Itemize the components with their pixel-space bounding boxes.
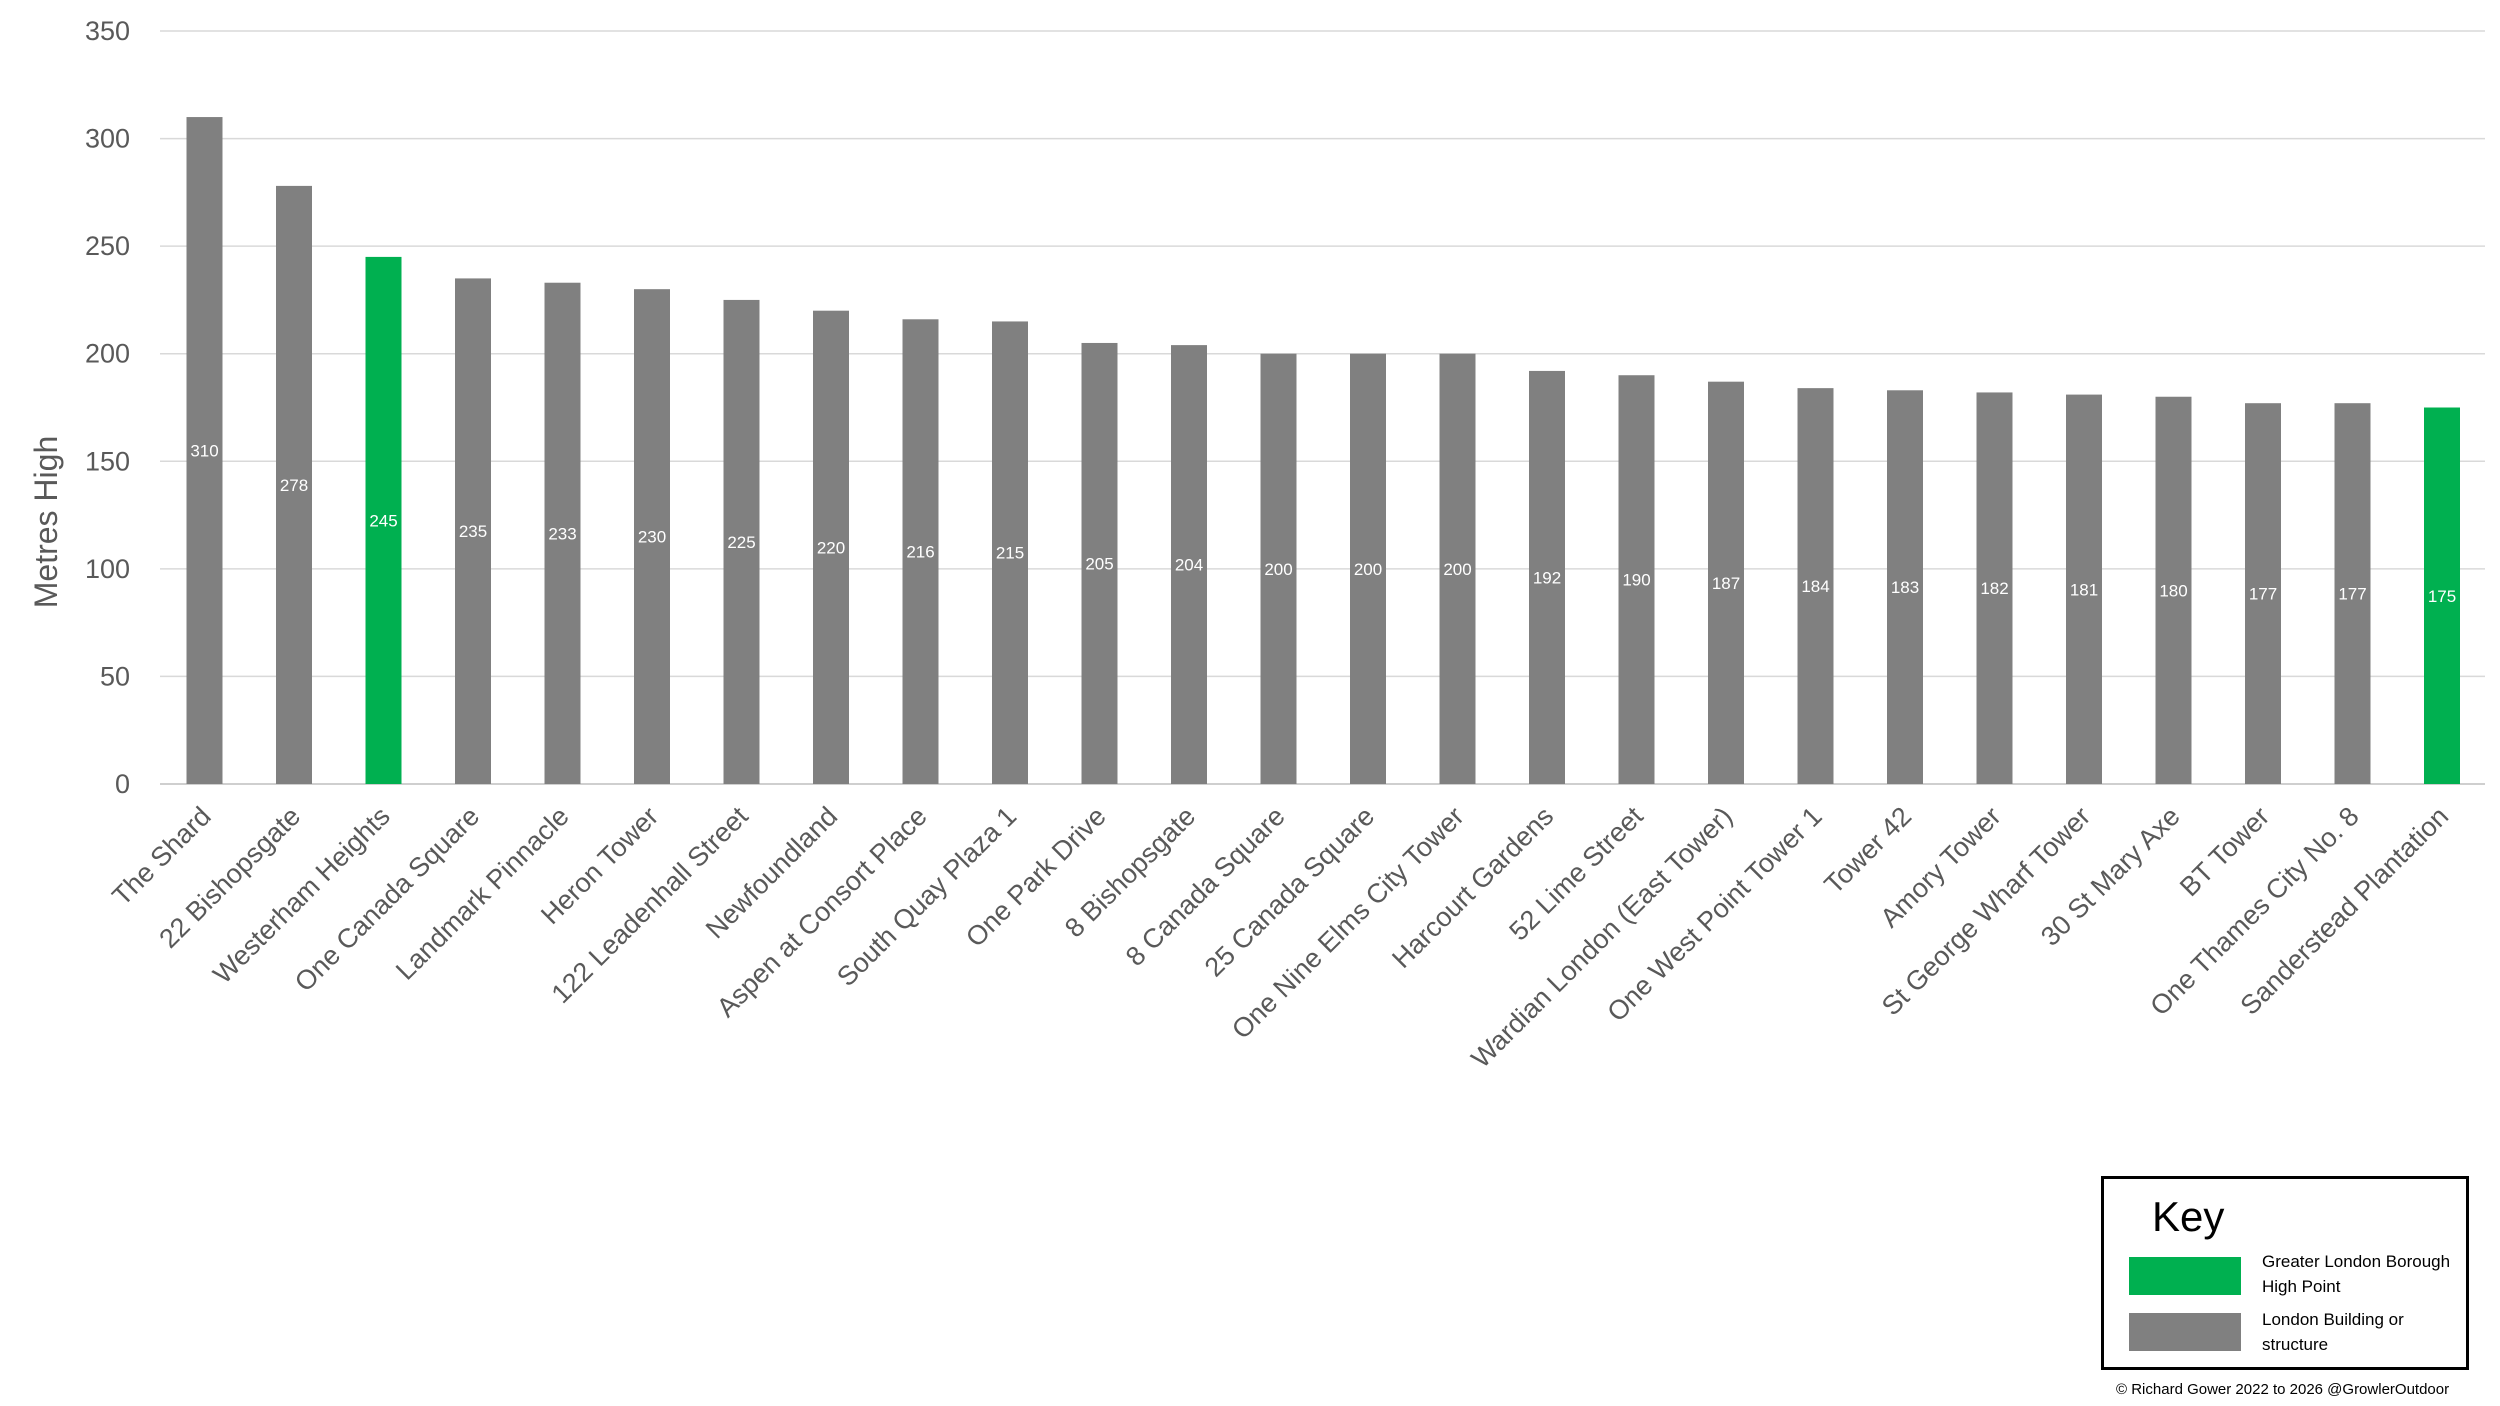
category-label: Westerham Heights (207, 801, 396, 990)
bar (1350, 353, 1386, 784)
data-label: 187 (1712, 574, 1740, 593)
legend-label-borough: Greater London Borough High Point (2262, 1252, 2451, 1296)
data-label: 190 (1622, 571, 1650, 590)
category-label: Harcourt Gardens (1386, 801, 1559, 974)
data-label: 230 (638, 528, 666, 547)
y-tick-label: 100 (85, 554, 130, 584)
bar (634, 289, 670, 784)
legend-title: Key (2152, 1193, 2225, 1240)
legend-swatch-london (2129, 1313, 2241, 1351)
bar (1976, 392, 2013, 784)
y-tick-label: 150 (85, 446, 130, 476)
bar (1618, 375, 1655, 784)
bar (1529, 370, 1565, 784)
data-label: 235 (459, 522, 487, 541)
data-label: 177 (2249, 585, 2277, 604)
bar (276, 185, 312, 785)
category-label: 25 Canada Square (1199, 801, 1381, 983)
bar (1439, 353, 1476, 784)
bar (992, 321, 1028, 784)
legend-label-london: London Building or structure (2262, 1310, 2404, 1354)
y-axis-ticks: 0 50 100 150 200 250 300 350 (85, 16, 130, 799)
bars (186, 117, 2460, 785)
legend: Key Greater London Borough High Point Lo… (2101, 1176, 2469, 1370)
data-label: 177 (2338, 585, 2366, 604)
bar (544, 282, 581, 784)
data-label: 184 (1801, 577, 1829, 596)
category-label: Landmark Pinnacle (390, 801, 575, 986)
y-tick-label: 300 (85, 124, 130, 154)
data-labels: 310 278 245 235 233 230 225 220 216 215 205 204 200 2… (190, 442, 2456, 606)
data-label: 204 (1175, 556, 1203, 575)
data-label: 233 (548, 524, 576, 543)
bar (723, 299, 760, 784)
legend-swatch-borough (2129, 1257, 2241, 1295)
y-axis-label: Metres High (28, 436, 64, 609)
category-label: 8 Canada Square (1120, 801, 1291, 972)
bar (1171, 345, 1207, 784)
data-label: 200 (1354, 560, 1382, 579)
bar (2334, 403, 2371, 784)
bar (1260, 353, 1297, 784)
bar (1887, 390, 1923, 784)
data-label: 278 (280, 476, 308, 495)
y-tick-label: 200 (85, 339, 130, 369)
bar (902, 319, 939, 784)
data-label: 192 (1533, 568, 1561, 587)
bar (2245, 403, 2281, 784)
bar (1081, 342, 1118, 784)
data-label: 310 (190, 442, 218, 461)
data-label: 205 (1085, 554, 1113, 573)
y-tick-label: 50 (100, 661, 130, 691)
gridlines (160, 30, 2485, 785)
data-label: 200 (1443, 560, 1471, 579)
data-label: 180 (2159, 581, 2187, 600)
bar (813, 310, 849, 784)
bar (2424, 407, 2460, 784)
copyright-text: © Richard Gower 2022 to 2026 @GrowlerOut… (2116, 1381, 2450, 1398)
bar (365, 256, 402, 784)
bar (2066, 394, 2102, 784)
bar (2155, 396, 2192, 784)
data-label: 220 (817, 538, 845, 557)
bar (1797, 388, 1834, 784)
bar (455, 278, 491, 784)
data-label: 181 (2070, 580, 2098, 599)
data-label: 225 (727, 533, 755, 552)
data-label: 245 (369, 511, 397, 530)
data-label: 215 (996, 544, 1024, 563)
data-label: 183 (1891, 578, 1919, 597)
category-label: South Quay Plaza 1 (831, 801, 1022, 992)
y-tick-label: 250 (85, 231, 130, 261)
data-label: 200 (1264, 560, 1292, 579)
bar (186, 117, 223, 785)
data-label: 182 (1980, 579, 2008, 598)
data-label: 216 (906, 543, 934, 562)
data-label: 175 (2428, 587, 2456, 606)
y-tick-label: 0 (115, 769, 130, 799)
y-tick-label: 350 (85, 16, 130, 46)
bar (1708, 381, 1744, 784)
